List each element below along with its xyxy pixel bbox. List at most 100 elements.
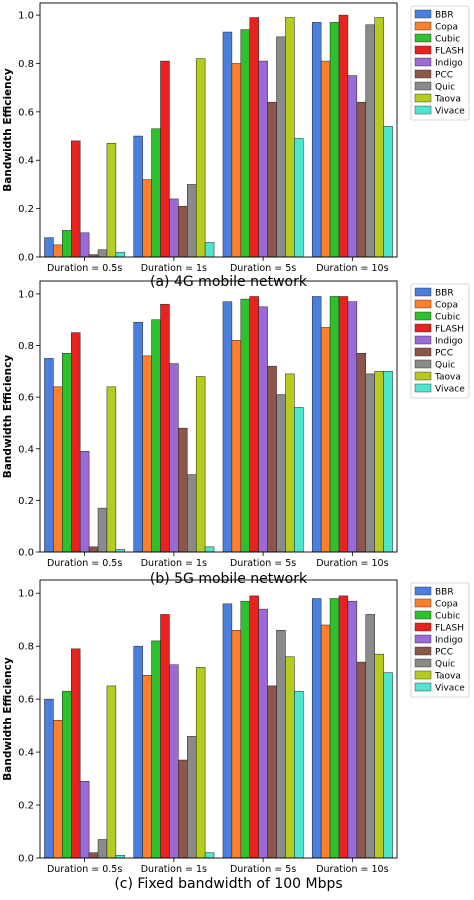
y-axis-label: Bandwidth Efficiency [2, 68, 14, 192]
bar-vivace-3 [294, 407, 304, 553]
bar-cubic-2 [151, 640, 161, 859]
bar-pcc-4 [356, 101, 367, 258]
bar-cubic-3 [240, 29, 250, 258]
bar-bbr-3 [222, 603, 233, 859]
bar-vivace-2 [204, 546, 215, 553]
y-tick-label: 0.8 [18, 642, 34, 653]
x-tick-label: Duration = 10s [316, 558, 388, 569]
y-tick-label: 0.4 [18, 156, 34, 167]
bar-cubic-1 [62, 353, 72, 553]
legend-label-flash: FLASH [435, 325, 464, 335]
bar-indigo-3 [258, 60, 268, 258]
y-tick-label: 1.0 [18, 589, 34, 600]
x-tick-label: Duration = 0.5s [47, 263, 122, 274]
bar-bbr-2 [133, 135, 143, 258]
legend-swatch-copa [414, 21, 432, 31]
bar-bbr-1 [44, 358, 54, 553]
bar-indigo-4 [347, 301, 358, 553]
bar-indigo-2 [169, 363, 179, 553]
legend-swatch-bbr [414, 9, 432, 19]
bar-cubic-2 [151, 319, 161, 553]
y-tick-label: 0.8 [18, 341, 34, 352]
bar-vivace-2 [204, 242, 215, 258]
bar-vivace-2 [204, 852, 215, 859]
chart-panel-2: 0.0 0.2 0.4 0.6 0.8 1.0 Duration = 0.5s Duratio… [2, 280, 470, 587]
legend-swatch-flash [414, 45, 432, 55]
bar-bbr-1 [44, 237, 54, 258]
bar-quic-1 [97, 249, 108, 258]
y-tick-label: 0.6 [18, 107, 34, 118]
bar-pcc-2 [178, 759, 188, 859]
bar-vivace-3 [294, 138, 304, 258]
bar-indigo-2 [169, 664, 179, 859]
bar-taova-1 [106, 143, 117, 258]
bar-copa-2 [142, 675, 152, 859]
legend-label-flash: FLASH [435, 47, 464, 57]
legend-swatch-copa [414, 299, 432, 309]
legend-swatch-bbr [414, 586, 432, 596]
legend-swatch-quic [414, 81, 432, 91]
y-tick-label: 0.2 [18, 496, 34, 507]
bar-copa-2 [142, 179, 152, 258]
bar-vivace-4 [383, 672, 393, 859]
bar-indigo-1 [79, 780, 90, 859]
y-tick-label: 1.0 [18, 11, 34, 22]
legend-swatch-pcc [414, 347, 432, 357]
bar-flash-4 [338, 296, 349, 553]
legend-label-pcc: PCC [435, 71, 453, 81]
bar-cubic-1 [62, 690, 72, 859]
legend-label-copa: Copa [435, 600, 458, 610]
bar-bbr-3 [222, 301, 233, 553]
bar-taova-3 [285, 17, 295, 258]
bar-flash-4 [338, 14, 349, 258]
x-tick-label: Duration = 0.5s [47, 864, 122, 875]
bar-bbr-2 [133, 645, 143, 859]
y-tick-label: 0.4 [18, 748, 34, 759]
bar-indigo-1 [79, 232, 90, 258]
bar-indigo-4 [347, 600, 358, 859]
bar-flash-1 [70, 140, 81, 258]
bar-pcc-3 [267, 685, 277, 859]
legend-swatch-flash [414, 323, 432, 333]
bar-cubic-3 [240, 298, 250, 553]
bar-taova-4 [374, 653, 384, 859]
x-tick-label: Duration = 5s [230, 263, 296, 274]
legend-swatch-cubic [414, 33, 432, 43]
bar-pcc-3 [267, 365, 277, 553]
x-tick-label: Duration = 0.5s [47, 558, 122, 569]
bar-flash-1 [70, 332, 81, 553]
y-tick-label: 0.2 [18, 204, 34, 215]
bar-indigo-3 [258, 608, 268, 859]
x-tick-label: Duration = 1s [141, 864, 207, 875]
x-tick-label: Duration = 5s [230, 864, 296, 875]
y-tick-label: 0.0 [18, 854, 34, 865]
bar-taova-1 [106, 386, 117, 553]
chart-title: (c) Fixed bandwidth of 100 Mbps [114, 876, 342, 892]
bar-quic-3 [276, 394, 286, 553]
x-tick-label: Duration = 1s [141, 558, 207, 569]
bar-flash-2 [160, 60, 170, 258]
legend-label-vivace: Vivace [435, 107, 465, 117]
y-axis-label: Bandwidth Efficiency [2, 355, 14, 479]
bar-copa-1 [53, 244, 63, 258]
bar-taova-3 [285, 656, 295, 859]
bar-cubic-4 [329, 296, 340, 553]
legend-label-copa: Copa [435, 23, 458, 33]
bar-copa-1 [53, 720, 63, 859]
plot-frame [39, 579, 398, 859]
legend-label-taova: Taova [434, 95, 461, 105]
bar-copa-4 [320, 60, 331, 258]
legend-label-bbr: BBR [435, 289, 454, 299]
bar-taova-2 [195, 58, 206, 258]
chart-title: (a) 4G mobile network [150, 274, 308, 290]
legend-label-vivace: Vivace [435, 385, 465, 395]
legend-label-bbr: BBR [435, 588, 454, 598]
x-tick-label: Duration = 5s [230, 558, 296, 569]
bar-taova-4 [374, 17, 384, 258]
bar-taova-4 [374, 371, 384, 553]
bar-quic-2 [187, 184, 197, 258]
bar-taova-2 [195, 667, 206, 859]
bar-indigo-1 [79, 451, 90, 553]
legend-swatch-indigo [414, 335, 432, 345]
